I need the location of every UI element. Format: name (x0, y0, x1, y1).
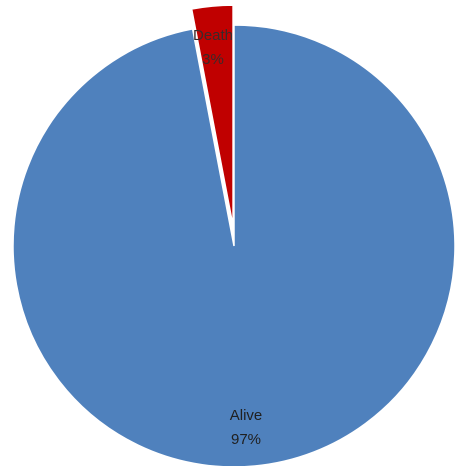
slice-label-death: Death (193, 27, 233, 44)
pie-slice-death (190, 4, 234, 227)
pie-slices (12, 4, 456, 466)
pie-slice-alive (12, 24, 456, 466)
slice-value-death: 3% (202, 51, 224, 68)
slice-value-alive: 97% (231, 431, 261, 448)
pie-labels: Alive 97% Death 3% (193, 27, 262, 448)
slice-label-alive: Alive (230, 407, 263, 424)
